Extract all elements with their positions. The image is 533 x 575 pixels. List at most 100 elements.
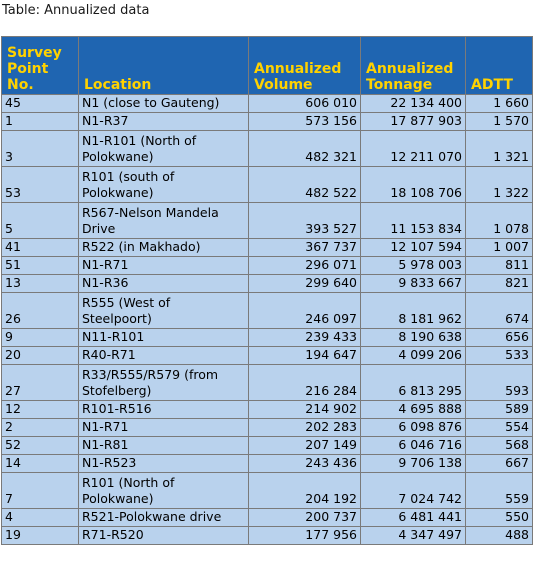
volume-cell: 367 737: [248, 238, 361, 257]
volume-cell: 207 149: [248, 436, 361, 455]
adtt-cell: 559: [465, 472, 533, 509]
adtt-cell: 589: [465, 400, 533, 419]
adtt-cell: 488: [465, 526, 533, 545]
location-cell: R521-Polokwane drive: [78, 508, 249, 527]
tonnage-cell: 6 046 716: [360, 436, 466, 455]
survey-point-cell: 20: [1, 346, 79, 365]
location-cell: N1-R71: [78, 256, 249, 275]
tonnage-cell: 9 706 138: [360, 454, 466, 473]
volume-cell: 202 283: [248, 418, 361, 437]
tonnage-cell: 7 024 742: [360, 472, 466, 509]
adtt-cell: 1 570: [465, 112, 533, 131]
tonnage-cell: 6 813 295: [360, 364, 466, 401]
location-cell: R555 (West of Steelpoort): [78, 292, 249, 329]
location-cell: R40-R71: [78, 346, 249, 365]
adtt-cell: 1 078: [465, 202, 533, 239]
table-row: 53 R101 (south of Polokwane) 482 522 18 108…: [1, 166, 533, 203]
survey-point-cell: 3: [1, 130, 79, 167]
tonnage-cell: 22 134 400: [360, 94, 466, 113]
location-cell: N1-R36: [78, 274, 249, 293]
adtt-cell: 550: [465, 508, 533, 527]
tonnage-cell: 8 190 638: [360, 328, 466, 347]
location-cell: R33/R555/R579 (from Stofelberg): [78, 364, 249, 401]
survey-point-cell: 9: [1, 328, 79, 347]
table-row: 14 N1-R523 243 436 9 706 138 667: [1, 454, 533, 473]
header-row: Survey Point No. Location Annualized Vol…: [1, 36, 533, 95]
table-row: 7 R101 (North of Polokwane) 204 192 7 024 7…: [1, 472, 533, 509]
adtt-cell: 821: [465, 274, 533, 293]
adtt-cell: 554: [465, 418, 533, 437]
survey-point-cell: 7: [1, 472, 79, 509]
survey-point-cell: 19: [1, 526, 79, 545]
adtt-cell: 1 321: [465, 130, 533, 167]
location-cell: N1 (close to Gauteng): [78, 94, 249, 113]
survey-point-cell: 5: [1, 202, 79, 239]
volume-cell: 200 737: [248, 508, 361, 527]
adtt-cell: 1 007: [465, 238, 533, 257]
volume-cell: 204 192: [248, 472, 361, 509]
volume-cell: 573 156: [248, 112, 361, 131]
location-cell: N11-R101: [78, 328, 249, 347]
adtt-cell: 593: [465, 364, 533, 401]
volume-cell: 482 321: [248, 130, 361, 167]
table-row: 51 N1-R71 296 071 5 978 003 811: [1, 256, 533, 275]
tonnage-cell: 12 211 070: [360, 130, 466, 167]
tonnage-cell: 18 108 706: [360, 166, 466, 203]
adtt-cell: 656: [465, 328, 533, 347]
table-row: 9 N11-R101 239 433 8 190 638 656: [1, 328, 533, 347]
location-cell: R101-R516: [78, 400, 249, 419]
volume-cell: 296 071: [248, 256, 361, 275]
location-cell: N1-R37: [78, 112, 249, 131]
tonnage-cell: 11 153 834: [360, 202, 466, 239]
location-cell: R101 (south of Polokwane): [78, 166, 249, 203]
header-annualized-tonnage: Annualized Tonnage: [360, 36, 466, 95]
adtt-cell: 568: [465, 436, 533, 455]
adtt-cell: 1 660: [465, 94, 533, 113]
tonnage-cell: 4 099 206: [360, 346, 466, 365]
table-row: 27 R33/R555/R579 (from Stofelberg) 216 284…: [1, 364, 533, 401]
volume-cell: 177 956: [248, 526, 361, 545]
table-row: 12 R101-R516 214 902 4 695 888 589: [1, 400, 533, 419]
table-row: 52 N1-R81 207 149 6 046 716 568: [1, 436, 533, 455]
location-cell: N1-R81: [78, 436, 249, 455]
survey-point-cell: 26: [1, 292, 79, 329]
tonnage-cell: 12 107 594: [360, 238, 466, 257]
tonnage-cell: 4 695 888: [360, 400, 466, 419]
volume-cell: 246 097: [248, 292, 361, 329]
survey-point-cell: 52: [1, 436, 79, 455]
adtt-cell: 674: [465, 292, 533, 329]
tonnage-cell: 5 978 003: [360, 256, 466, 275]
survey-point-cell: 51: [1, 256, 79, 275]
survey-point-cell: 13: [1, 274, 79, 293]
survey-point-cell: 2: [1, 418, 79, 437]
location-cell: N1-R523: [78, 454, 249, 473]
survey-point-cell: 14: [1, 454, 79, 473]
table-row: 13 N1-R36 299 640 9 833 667 821: [1, 274, 533, 293]
survey-point-cell: 27: [1, 364, 79, 401]
volume-cell: 393 527: [248, 202, 361, 239]
adtt-cell: 533: [465, 346, 533, 365]
table-row: 4 R521-Polokwane drive 200 737 6 481 441 550: [1, 508, 533, 527]
header-annualized-volume: Annualized Volume: [248, 36, 361, 95]
volume-cell: 216 284: [248, 364, 361, 401]
volume-cell: 243 436: [248, 454, 361, 473]
table-caption: Table: Annualized data: [2, 3, 150, 18]
header-adtt: ADTT: [465, 36, 533, 95]
survey-point-cell: 4: [1, 508, 79, 527]
table-row: 1 N1-R37 573 156 17 877 903 1 570: [1, 112, 533, 131]
table-body: 4 5 N1 (close to Gauteng) 606 010 22 134 400…: [1, 94, 533, 545]
table-row: 3 N1-R101 (North of Polokwane) 482 321 12 2…: [1, 130, 533, 167]
volume-cell: 214 902: [248, 400, 361, 419]
table-row: 5 R567-Nelson Mandela Drive 393 527 11 153 …: [1, 202, 533, 239]
tonnage-cell: 9 833 667: [360, 274, 466, 293]
table-row: 19 R71-R520 177 956 4 347 497 488: [1, 526, 533, 545]
volume-cell: 606 010: [248, 94, 361, 113]
tonnage-cell: 4 347 497: [360, 526, 466, 545]
location-cell: N1-R71: [78, 418, 249, 437]
table-row: 41 R522 (in Makhado) 367 737 12 107 594 1 00…: [1, 238, 533, 257]
location-cell: R101 (North of Polokwane): [78, 472, 249, 509]
volume-cell: 194 647: [248, 346, 361, 365]
location-cell: R71-R520: [78, 526, 249, 545]
tonnage-cell: 6 098 876: [360, 418, 466, 437]
location-cell: R567-Nelson Mandela Drive: [78, 202, 249, 239]
